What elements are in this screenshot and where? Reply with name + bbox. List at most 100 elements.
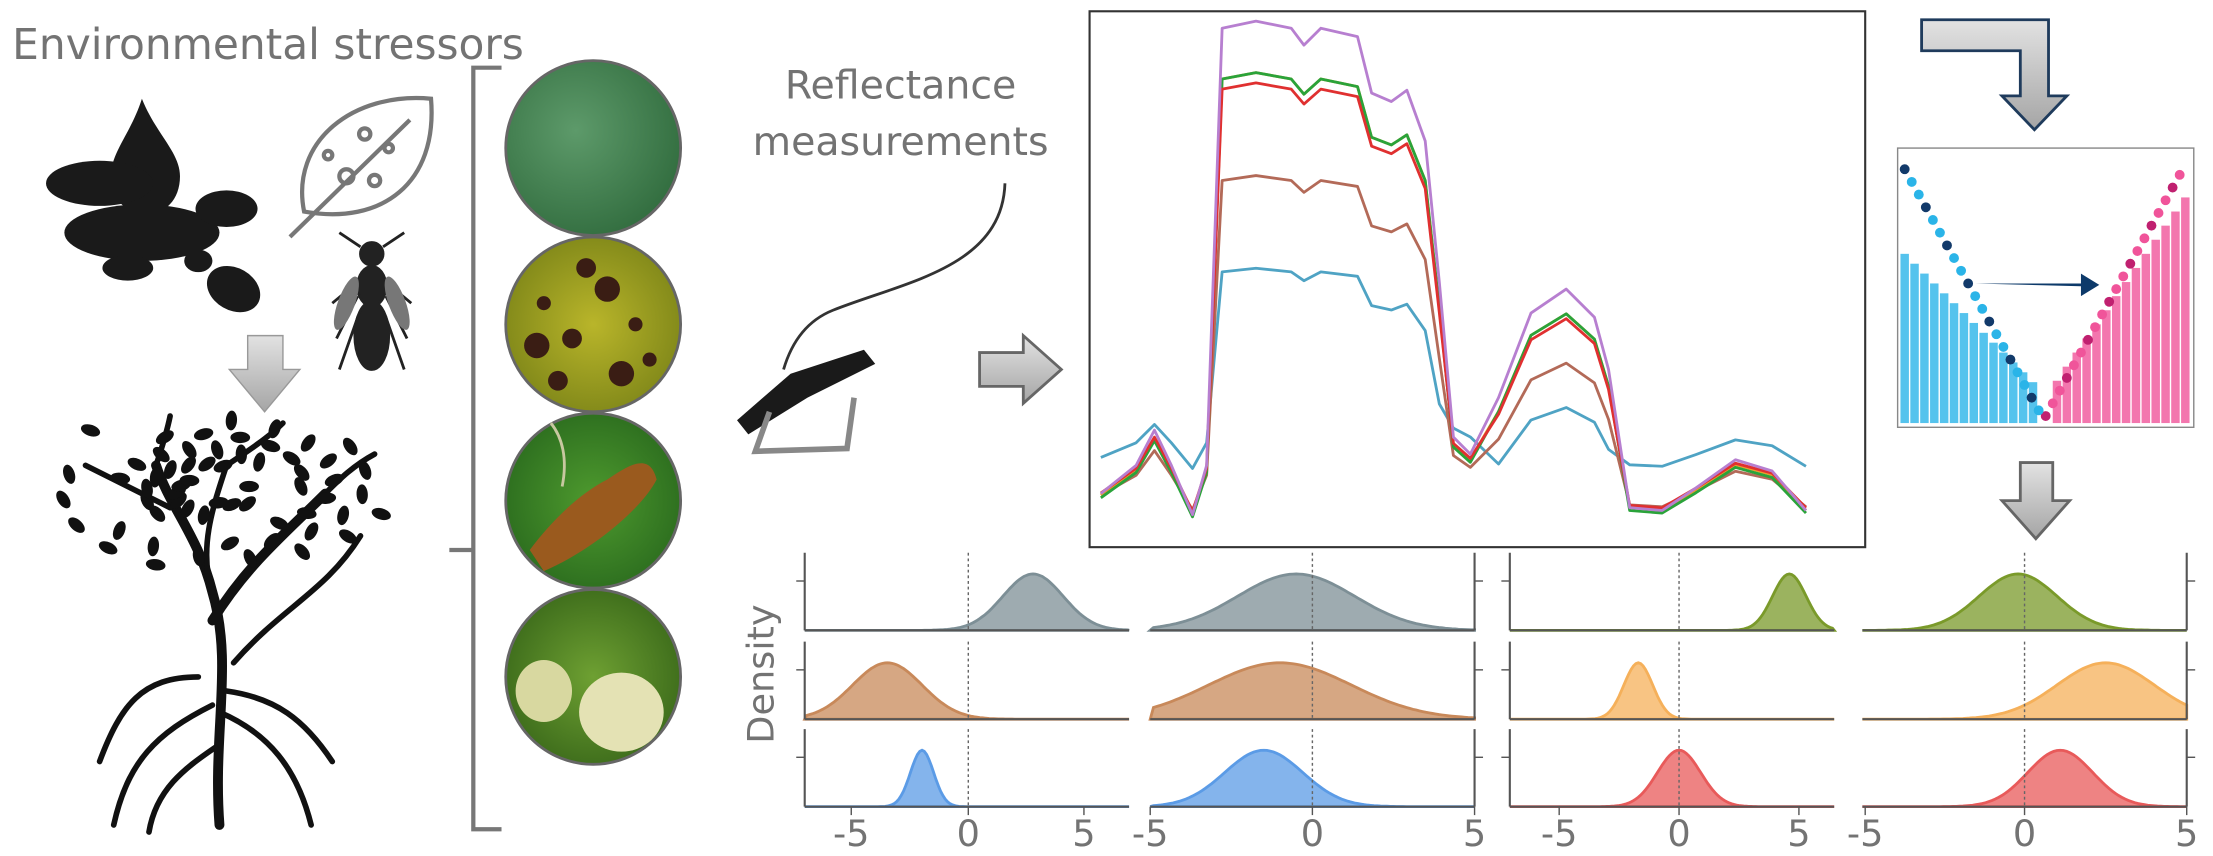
shift-arrow bbox=[1975, 273, 2100, 297]
density-curve bbox=[1509, 572, 1838, 632]
tree-branch bbox=[216, 709, 314, 828]
dot bbox=[2097, 309, 2108, 320]
tree-leaf bbox=[324, 473, 344, 487]
tree-leaf bbox=[149, 505, 166, 522]
tree-leaf bbox=[293, 464, 310, 481]
dot bbox=[1963, 278, 1974, 289]
density-panels: -5 0 5 -5 0 5 -5 0 5 -5 0 5 bbox=[796, 552, 2198, 855]
dot bbox=[2040, 411, 2051, 421]
probe-icon bbox=[737, 349, 876, 455]
spectrum-line bbox=[1099, 19, 1808, 517]
dot bbox=[1956, 265, 1967, 276]
blotch bbox=[579, 672, 664, 752]
tree-leaf bbox=[68, 517, 85, 533]
tree-leaf bbox=[170, 492, 187, 509]
tree-branch bbox=[203, 462, 230, 596]
leaf-icon bbox=[288, 95, 434, 239]
dot bbox=[2012, 367, 2023, 378]
x-tick-label: 0 bbox=[1301, 812, 1324, 855]
tree-leaf bbox=[180, 499, 195, 518]
tree-leaf bbox=[294, 543, 310, 560]
x-tick-label: 0 bbox=[957, 812, 980, 855]
hist-bar bbox=[2092, 324, 2101, 424]
vein bbox=[549, 422, 566, 487]
hist-bar bbox=[2009, 362, 2018, 424]
dot bbox=[1991, 329, 2002, 340]
tree-leaf bbox=[220, 536, 240, 551]
hist-bar bbox=[1920, 273, 1929, 424]
tree-leaf bbox=[80, 424, 101, 437]
spot bbox=[562, 328, 582, 349]
spot bbox=[536, 296, 551, 311]
dot bbox=[2061, 373, 2072, 383]
dot bbox=[2068, 360, 2079, 371]
blotch bbox=[515, 659, 573, 723]
hist-bar bbox=[2082, 338, 2091, 424]
dot bbox=[2174, 169, 2185, 180]
hist-bar bbox=[2131, 267, 2141, 424]
dot bbox=[1927, 215, 1938, 225]
tree-leaf bbox=[193, 428, 214, 441]
dot bbox=[2153, 208, 2164, 218]
tree-leaf bbox=[243, 549, 257, 568]
tree-leaf bbox=[56, 490, 71, 509]
tree-leaf bbox=[155, 430, 174, 445]
hist-bar bbox=[2072, 352, 2081, 424]
dot bbox=[2104, 296, 2115, 307]
spot bbox=[576, 258, 597, 278]
dot bbox=[1899, 164, 1910, 175]
tree-leaf bbox=[225, 410, 238, 431]
tree-leaf bbox=[300, 434, 316, 452]
tree-leaf bbox=[213, 459, 233, 473]
spectra bbox=[1099, 19, 1808, 519]
arrow-right bbox=[978, 332, 1064, 407]
x-tick-label: 0 bbox=[2013, 812, 2036, 855]
hist-bar bbox=[2181, 197, 2190, 424]
hist-bar bbox=[1959, 313, 1969, 424]
density-axis-label: Density bbox=[740, 604, 783, 743]
arrow-bend bbox=[1920, 18, 2071, 132]
dot bbox=[2005, 354, 2016, 365]
x-tick-label: -5 bbox=[833, 812, 870, 855]
tree-leaf bbox=[253, 452, 266, 472]
dot bbox=[2026, 392, 2037, 403]
dot bbox=[2118, 271, 2129, 282]
hist-bar bbox=[1900, 253, 1909, 424]
dot bbox=[2090, 322, 2100, 333]
tree-leaf bbox=[192, 546, 205, 567]
hist-bar bbox=[2171, 211, 2180, 424]
density-curve bbox=[804, 572, 1130, 632]
dot bbox=[1949, 253, 1959, 264]
hist-bar bbox=[1939, 293, 1949, 424]
hist-bar bbox=[2102, 310, 2111, 424]
dot bbox=[2167, 182, 2178, 193]
dot bbox=[1942, 240, 1952, 251]
hist-bar bbox=[1910, 263, 1919, 424]
dot bbox=[2146, 220, 2157, 231]
arrow-down bbox=[1998, 461, 2073, 541]
measurement-label: measurements bbox=[753, 119, 1049, 165]
tree-branch bbox=[82, 462, 173, 511]
x-tick-label: 0 bbox=[1667, 812, 1690, 855]
hist-bar bbox=[2121, 282, 2131, 424]
dot bbox=[2019, 380, 2030, 390]
tree-leaf bbox=[356, 484, 368, 505]
dot bbox=[1970, 291, 1981, 302]
insect-icon bbox=[331, 231, 413, 371]
tree-leaf bbox=[112, 521, 126, 540]
density-curve bbox=[802, 661, 1130, 721]
hist-bar bbox=[1999, 352, 2008, 424]
tree-leaf bbox=[342, 437, 358, 456]
hist-bar bbox=[2151, 239, 2160, 424]
tree-leaf bbox=[319, 453, 337, 469]
tree-leaf bbox=[358, 460, 372, 480]
dot bbox=[2160, 195, 2171, 206]
tree-branch bbox=[207, 488, 331, 626]
spot bbox=[608, 361, 635, 387]
hist-bar bbox=[2161, 225, 2170, 424]
tree-branch bbox=[110, 702, 216, 828]
tree-leaf bbox=[296, 507, 317, 519]
tree-leaf bbox=[147, 536, 160, 557]
scatter-marks bbox=[1899, 164, 2190, 424]
density-curve bbox=[1146, 572, 1476, 632]
